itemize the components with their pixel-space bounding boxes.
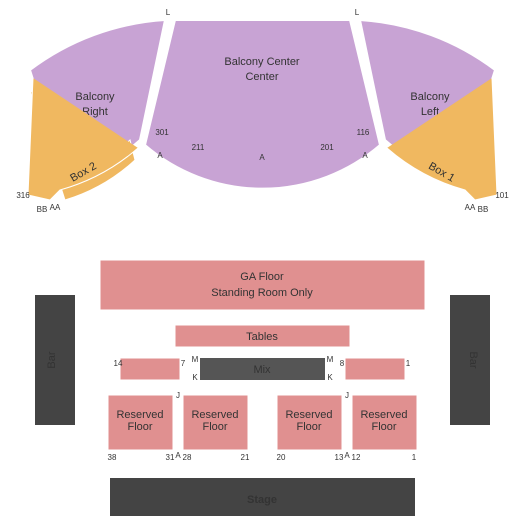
balcony-center-label: Balcony Center [224,56,300,68]
svg-text:K: K [192,373,198,382]
svg-text:A: A [362,151,368,160]
ga-floor[interactable] [100,260,425,310]
svg-text:AA: AA [50,203,61,212]
svg-text:K: K [327,373,333,382]
svg-text:38: 38 [108,453,117,462]
svg-text:Center: Center [245,71,278,83]
svg-text:Stage: Stage [247,494,277,506]
svg-text:20: 20 [277,453,286,462]
svg-text:L: L [166,8,171,17]
svg-text:Mix: Mix [253,364,271,376]
svg-text:M: M [327,355,334,364]
svg-text:J: J [176,391,180,400]
svg-text:101: 101 [495,191,509,200]
svg-text:1: 1 [412,453,417,462]
svg-text:Tables: Tables [246,331,278,343]
svg-text:211: 211 [192,143,205,152]
svg-text:Bar: Bar [467,351,479,368]
svg-text:12: 12 [352,453,361,462]
balcony-left-label: Balcony [410,91,450,103]
svg-text:A: A [157,151,163,160]
balcony-right-label: Balcony [75,91,115,103]
svg-text:13: 13 [335,453,344,462]
svg-text:116: 116 [357,128,370,137]
svg-text:1: 1 [406,359,411,368]
svg-text:7: 7 [181,359,186,368]
svg-text:Floor: Floor [296,421,321,433]
svg-text:Reserved: Reserved [116,409,163,421]
svg-text:GA Floor: GA Floor [240,271,284,283]
svg-text:BB: BB [37,205,48,214]
svg-text:Bar: Bar [46,351,58,368]
svg-text:14: 14 [114,359,123,368]
floor-right-strip[interactable] [345,358,405,380]
svg-text:8: 8 [340,359,345,368]
svg-text:Floor: Floor [202,421,227,433]
svg-text:A: A [344,451,350,460]
svg-text:A: A [175,451,181,460]
svg-text:J: J [345,391,349,400]
balcony-center[interactable] [145,20,380,189]
svg-text:L: L [355,8,360,17]
floor-left-strip[interactable] [120,358,180,380]
svg-text:201: 201 [320,143,334,152]
seating-chart: Balcony Center Center Balcony Right Balc… [0,0,525,525]
svg-text:28: 28 [183,453,192,462]
svg-text:A: A [259,153,265,162]
svg-text:301: 301 [155,128,169,137]
svg-text:31: 31 [166,453,175,462]
svg-text:Reserved: Reserved [191,409,238,421]
svg-text:21: 21 [241,453,250,462]
svg-text:Floor: Floor [371,421,396,433]
svg-text:Standing Room Only: Standing Room Only [211,287,313,299]
svg-text:316: 316 [16,191,30,200]
svg-text:BB: BB [478,205,489,214]
svg-text:Reserved: Reserved [360,409,407,421]
svg-text:M: M [192,355,199,364]
svg-text:Reserved: Reserved [285,409,332,421]
svg-text:AA: AA [465,203,476,212]
svg-text:Floor: Floor [127,421,152,433]
